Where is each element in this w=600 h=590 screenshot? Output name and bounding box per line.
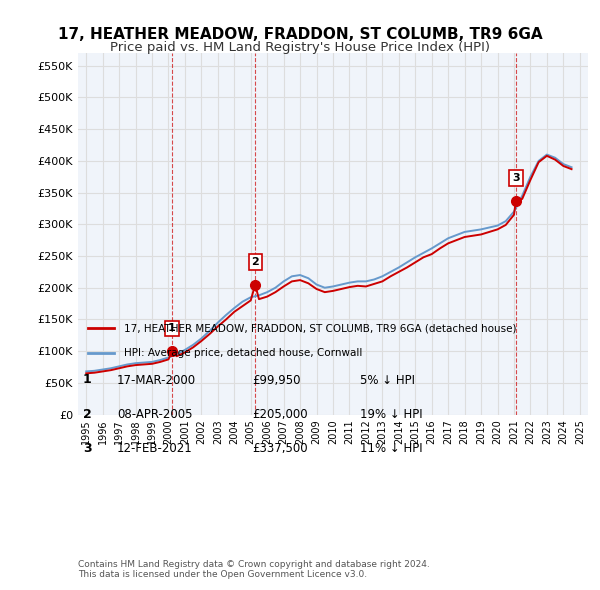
Text: 11% ↓ HPI: 11% ↓ HPI <box>360 442 422 455</box>
Text: 3: 3 <box>512 173 520 183</box>
Text: 5% ↓ HPI: 5% ↓ HPI <box>360 374 415 387</box>
Text: 17, HEATHER MEADOW, FRADDON, ST COLUMB, TR9 6GA (detached house): 17, HEATHER MEADOW, FRADDON, ST COLUMB, … <box>124 323 517 333</box>
Text: 19% ↓ HPI: 19% ↓ HPI <box>360 408 422 421</box>
Text: HPI: Average price, detached house, Cornwall: HPI: Average price, detached house, Corn… <box>124 348 362 358</box>
Text: 2: 2 <box>83 408 91 421</box>
Text: 12-FEB-2021: 12-FEB-2021 <box>117 442 193 455</box>
Text: 3: 3 <box>83 442 91 455</box>
Text: 08-APR-2005: 08-APR-2005 <box>117 408 193 421</box>
Text: Price paid vs. HM Land Registry's House Price Index (HPI): Price paid vs. HM Land Registry's House … <box>110 41 490 54</box>
Text: 17, HEATHER MEADOW, FRADDON, ST COLUMB, TR9 6GA: 17, HEATHER MEADOW, FRADDON, ST COLUMB, … <box>58 27 542 41</box>
Text: £337,500: £337,500 <box>252 442 308 455</box>
Text: 2: 2 <box>251 257 259 267</box>
Text: 1: 1 <box>168 323 176 333</box>
Text: 17-MAR-2000: 17-MAR-2000 <box>117 374 196 387</box>
Text: £99,950: £99,950 <box>252 374 301 387</box>
Text: £205,000: £205,000 <box>252 408 308 421</box>
Text: Contains HM Land Registry data © Crown copyright and database right 2024.
This d: Contains HM Land Registry data © Crown c… <box>78 560 430 579</box>
Text: 1: 1 <box>83 373 91 386</box>
